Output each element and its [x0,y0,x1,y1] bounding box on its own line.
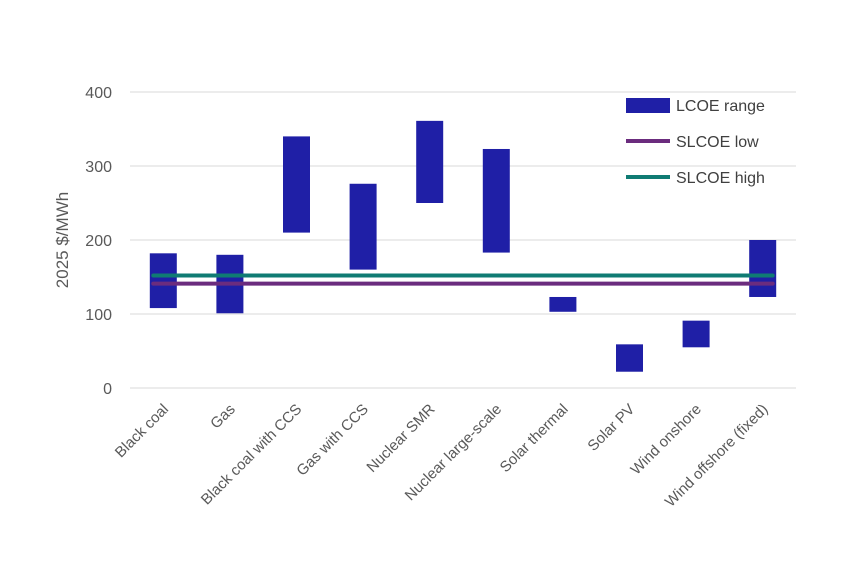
category-label: Black coal [112,401,172,461]
legend-lcoe-range-label: LCOE range [676,98,765,115]
lcoe-range-bar [149,253,177,309]
y-tick-label: 0 [103,381,112,398]
gridlines [130,91,796,389]
category-label: Solar PV [584,401,638,455]
lcoe-range-bar [482,148,510,253]
lcoe-range-bars [149,120,777,372]
lcoe-range-bar [616,344,643,372]
lcoe-range-bar [749,240,777,297]
y-tick-label: 100 [85,307,112,324]
y-tick-label: 300 [85,159,112,176]
lcoe-range-bar [549,296,577,312]
legend-slcoe-high-label: SLCOE high [676,170,765,187]
legend: LCOE range SLCOE low SLCOE high [626,98,765,187]
lcoe-range-bar [682,320,710,348]
legend-slcoe-low-label: SLCOE low [676,134,759,151]
y-tick-label: 400 [85,85,112,102]
y-axis-ticks: 0 100 200 300 400 [85,85,112,398]
lcoe-range-bar [349,183,377,270]
category-label: Solar thermal [497,401,572,476]
y-axis-title: 2025 $/MWh [53,192,72,288]
lcoe-range-bar [283,136,310,233]
slcoe-lines [151,273,775,286]
legend-lcoe-range-swatch [626,98,670,113]
lcoe-range-bar [416,120,444,203]
category-label: Nuclear SMR [363,401,438,476]
y-tick-label: 200 [85,233,112,250]
category-label: Gas [207,401,238,432]
